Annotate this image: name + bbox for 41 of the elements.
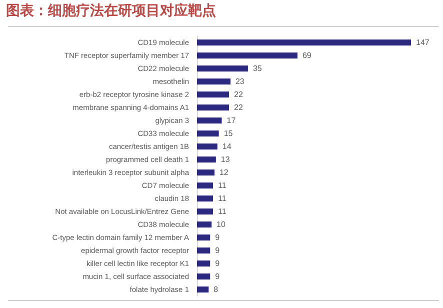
bar: [197, 196, 214, 202]
data-label: 11: [218, 181, 227, 190]
bar: [197, 130, 219, 136]
bar: [197, 78, 230, 84]
data-label: 9: [215, 233, 220, 242]
data-label: 17: [226, 116, 236, 125]
data-label: 8: [214, 285, 219, 294]
data-label: 15: [224, 129, 234, 138]
data-label: 9: [215, 259, 220, 268]
data-label: 22: [234, 103, 244, 112]
bar: [197, 182, 214, 188]
bar: [197, 274, 210, 280]
data-label: 11: [218, 194, 227, 203]
data-label: 9: [215, 246, 220, 255]
data-label: 22: [234, 90, 244, 99]
data-label: 13: [220, 155, 230, 164]
data-label: 69: [302, 51, 312, 60]
bar: [197, 118, 222, 124]
bar: [197, 248, 210, 254]
bar: [197, 144, 218, 150]
bar: [197, 104, 230, 110]
data-label: 11: [218, 207, 227, 216]
data-label: 10: [216, 220, 226, 229]
bar: [197, 40, 411, 46]
data-label: 147: [416, 38, 430, 47]
bar: [197, 52, 298, 58]
data-label: 12: [219, 168, 229, 177]
data-label: 14: [222, 142, 232, 151]
data-label: 35: [252, 64, 262, 73]
chart-title: 图表：细胞疗法在研项目对应靶点: [6, 2, 216, 20]
data-label: 9: [215, 272, 220, 281]
bar: [197, 170, 214, 176]
bar: [197, 66, 248, 72]
bar: [197, 208, 214, 214]
data-label: 23: [235, 77, 245, 86]
bar: [197, 234, 210, 240]
bar: [197, 156, 216, 162]
bar: [197, 222, 212, 228]
bar: [197, 260, 210, 266]
bar: [197, 92, 230, 98]
bar: [197, 286, 209, 292]
